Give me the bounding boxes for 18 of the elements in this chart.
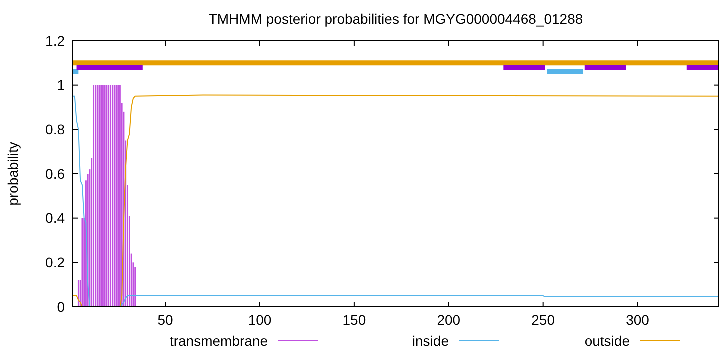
x-tick-label: 100 [248, 312, 272, 328]
y-tick-label: 0 [57, 298, 66, 315]
y-tick-label: 0.4 [46, 210, 66, 226]
y-tick-label: 0.6 [46, 166, 66, 182]
x-tick-label: 150 [342, 312, 366, 328]
legend-label: outside [584, 332, 630, 349]
x-tick-label: 250 [532, 312, 556, 328]
x-tick-label: 300 [626, 312, 650, 328]
x-tick-label: 200 [437, 312, 461, 328]
y-tick-label: 1.2 [46, 32, 66, 49]
y-tick-label: 0.8 [46, 122, 66, 138]
y-tick-label: 0.2 [46, 254, 66, 271]
legend-label: transmembrane [170, 332, 268, 349]
legend-label: inside [412, 332, 450, 349]
y-axis-title: probability [5, 142, 21, 206]
x-tick-label: 50 [158, 312, 174, 328]
y-tick-label: 1 [57, 77, 66, 94]
chart-title: TMHMM posterior probabilities for MGYG000004468_01288 [208, 11, 584, 27]
